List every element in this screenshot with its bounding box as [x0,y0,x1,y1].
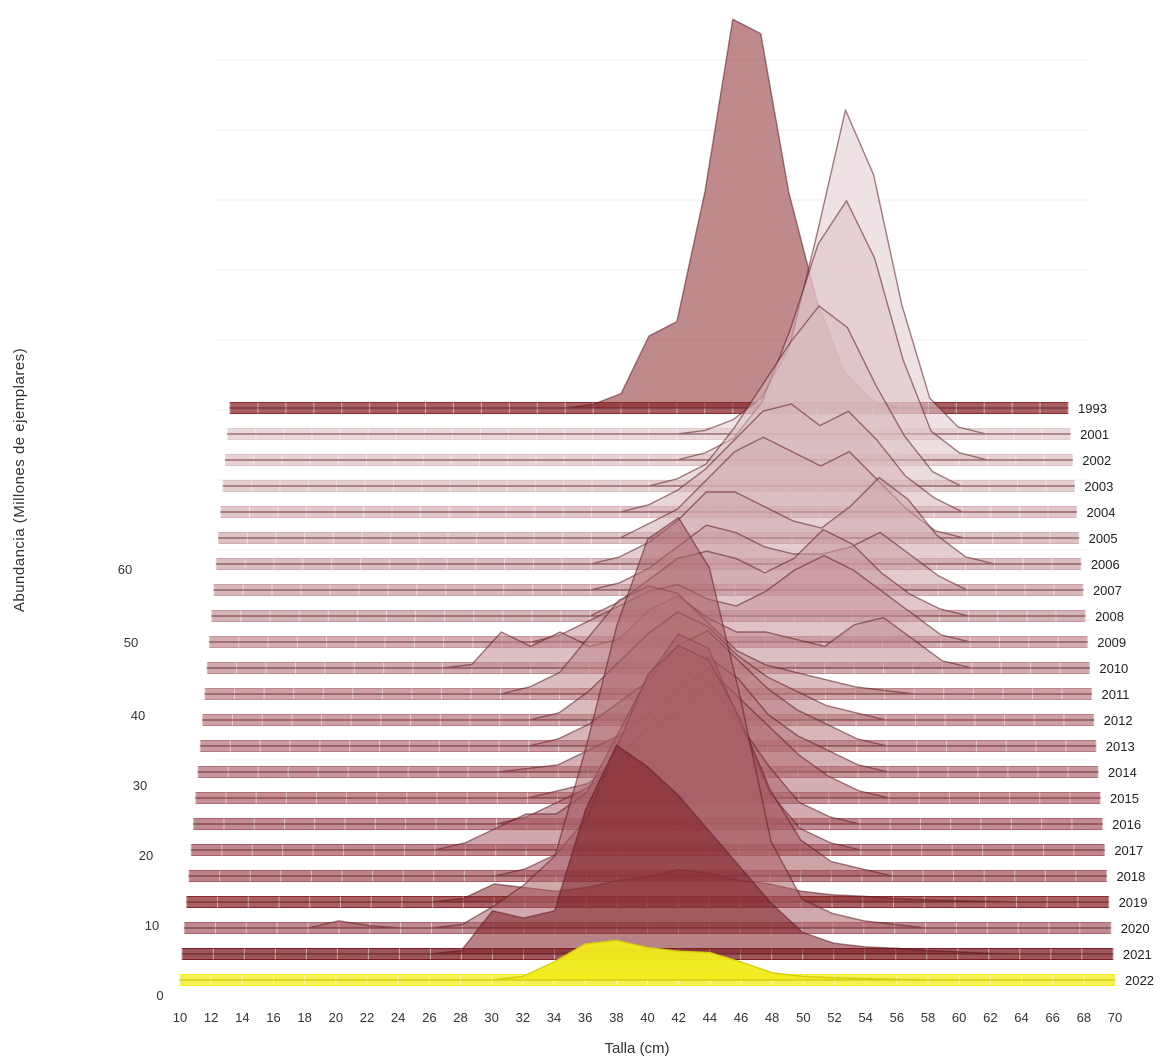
series-label-2012: 2012 [1104,713,1133,728]
x-tick-label: 60 [952,1010,966,1025]
x-tick-label: 48 [765,1010,779,1025]
y-tick-label: 30 [133,778,147,793]
x-tick-label: 34 [547,1010,561,1025]
x-tick-label: 26 [422,1010,436,1025]
series-label-2011: 2011 [1102,687,1130,702]
x-tick-label: 16 [266,1010,280,1025]
x-tick-label: 36 [578,1010,592,1025]
x-tick-label: 12 [204,1010,218,1025]
series-label-2020: 2020 [1121,921,1150,936]
series-area-2022 [179,939,1116,981]
series-label-2004: 2004 [1087,505,1116,520]
x-tick-label: 40 [640,1010,654,1025]
x-tick-label: 32 [516,1010,530,1025]
x-tick-labels: 10 12 14 16 18 20 22 24 26 28 30 32 34 36 38 40 42 44 46 48… [173,1010,1122,1025]
series-label-2009: 2009 [1097,635,1126,650]
series-label-2005: 2005 [1089,531,1118,546]
y-tick-label: 10 [145,918,159,933]
series-area-2021 [181,744,1114,955]
x-tick-label: 14 [235,1010,249,1025]
x-tick-label: 20 [329,1010,343,1025]
x-tick-label: 54 [858,1010,872,1025]
x-tick-label: 70 [1108,1010,1122,1025]
x-tick-label: 56 [890,1010,904,1025]
series-label-2022: 2022 [1125,973,1154,988]
ridge-series-layer: 1993 2001 2002 2003 2004 2005 2006 2007 2008 2009… [179,18,1154,988]
series-label-2010: 2010 [1099,661,1128,676]
series-label-2008: 2008 [1095,609,1124,624]
x-tick-label: 18 [297,1010,311,1025]
y-tick-label: 20 [139,848,153,863]
y-tick-label: 50 [124,635,138,650]
x-tick-label: 22 [360,1010,374,1025]
series-label-2016: 2016 [1112,817,1141,832]
y-tick-labels: 0 10 20 30 40 50 60 [118,562,164,1003]
x-tick-label: 66 [1045,1010,1059,1025]
x-tick-label: 10 [173,1010,187,1025]
x-tick-label: 44 [703,1010,717,1025]
y-tick-label: 60 [118,562,132,577]
series-label-1993: 1993 [1078,401,1107,416]
series-label-2019: 2019 [1119,895,1148,910]
y-tick-label: 40 [131,708,145,723]
series-label-2001: 2001 [1080,427,1109,442]
x-tick-label: 64 [1014,1010,1028,1025]
y-tick-label: 0 [156,988,163,1003]
series-label-2007: 2007 [1093,583,1122,598]
x-axis-title: Talla (cm) [604,1040,669,1057]
series-label-2006: 2006 [1091,557,1120,572]
x-tick-label: 38 [609,1010,623,1025]
y-axis-title: Abundancia (Millones de ejemplares) [11,348,28,612]
series-label-2014: 2014 [1108,765,1137,780]
x-tick-label: 52 [827,1010,841,1025]
x-tick-label: 46 [734,1010,748,1025]
series-label-2002: 2002 [1082,453,1111,468]
series-label-2021: 2021 [1123,947,1152,962]
series-label-2018: 2018 [1116,869,1145,884]
x-tick-label: 50 [796,1010,810,1025]
series-label-2015: 2015 [1110,791,1139,806]
x-tick-label: 42 [671,1010,685,1025]
x-tick-label: 68 [1077,1010,1091,1025]
x-tick-label: 28 [453,1010,467,1025]
x-tick-label: 58 [921,1010,935,1025]
x-tick-label: 24 [391,1010,405,1025]
series-label-2013: 2013 [1106,739,1135,754]
series-label-2003: 2003 [1084,479,1113,494]
series-area-1993 [229,18,1069,409]
x-tick-label: 30 [484,1010,498,1025]
series-area-2020 [183,516,1112,929]
x-tick-label: 62 [983,1010,997,1025]
series-label-2017: 2017 [1114,843,1143,858]
